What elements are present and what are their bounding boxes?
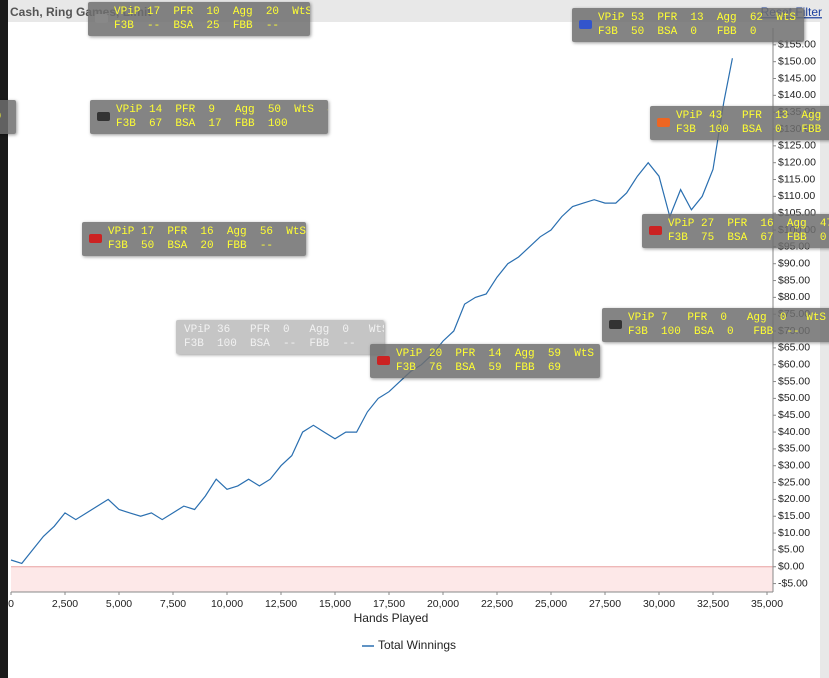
x-tick-label: 2,500 [52,598,78,610]
y-tick-label: $80.00 [778,291,810,303]
hud-panel[interactable]: 40 [0,100,16,134]
hud-stat-line: VPiP 27 PFR 16 Agg 47 W [668,218,829,230]
y-tick-label: $40.00 [778,426,810,438]
hud-stat-line: VPiP 7 PFR 0 Agg 0 WtS 33 [628,312,827,324]
y-tick-label: $150.00 [778,55,816,67]
hud-icon [97,112,110,121]
y-tick-label: $50.00 [778,392,810,404]
hud-stat-line: VPiP 53 PFR 13 Agg 62 WtS 14 [598,12,804,24]
y-tick-label: $30.00 [778,460,810,472]
hud-panel[interactable]: VPiP 7 PFR 0 Agg 0 WtS 33 F3B 100 BSA 0 F… [602,308,829,342]
hud-icon [649,226,662,235]
x-tick-label: 35,000 [751,598,783,610]
hud-stat-line: F3B 100 BSA 0 FBB -- [676,124,822,136]
x-axis-label: Hands Played [354,611,429,625]
y-tick-label: $0.00 [778,561,804,573]
hud-stat-line: F3B -- BSA 25 FBB -- [114,20,280,32]
hud-stat-line: F3B 76 BSA 59 FBB 69 [396,362,562,374]
y-tick-label: $90.00 [778,257,810,269]
window-edge [0,0,8,678]
hud-panel[interactable]: VPiP 17 PFR 10 Agg 20 WtS 0 F3B -- BSA 25… [88,2,310,36]
hud-stat-line: F3B 50 BSA 0 FBB 0 [598,26,757,38]
x-tick-label: 0 [8,598,14,610]
y-tick-label: $55.00 [778,375,810,387]
y-tick-label: $45.00 [778,409,810,421]
y-tick-label: $60.00 [778,358,810,370]
y-tick-label: $125.00 [778,140,816,152]
hud-stat-line: VPiP 14 PFR 9 Agg 50 WtS 43 [116,104,328,116]
x-tick-label: 17,500 [373,598,405,610]
hud-panel[interactable]: VPiP 17 PFR 16 Agg 56 WtS 0 F3B 50 BSA 20… [82,222,306,256]
x-tick-label: 27,500 [589,598,621,610]
hud-stat-line: F3B 75 BSA 67 FBB 0 [668,232,827,244]
hud-panel[interactable]: VPiP 20 PFR 14 Agg 59 WtS 26 F3B 76 BSA 5… [370,344,600,378]
x-tick-label: 12,500 [265,598,297,610]
x-tick-label: 25,000 [535,598,567,610]
hud-stat-line: F3B 100 BSA -- FBB -- [184,338,356,350]
hud-panel[interactable]: VPiP 53 PFR 13 Agg 62 WtS 14 F3B 50 BSA 0… [572,8,804,42]
y-tick-label: $25.00 [778,476,810,488]
x-tick-label: 10,000 [211,598,243,610]
y-tick-label: $35.00 [778,443,810,455]
hud-stat-line: F3B 67 BSA 17 FBB 100 [116,118,288,130]
y-tick-label: -$5.00 [778,577,808,589]
y-tick-label: $110.00 [778,190,815,202]
y-tick-label: $10.00 [778,527,810,539]
y-tick-label: $15.00 [778,510,810,522]
hud-panel[interactable]: VPiP 36 PFR 0 Agg 0 WtS 0 F3B 100 BSA -- … [176,320,384,354]
x-tick-label: 30,000 [643,598,675,610]
hud-icon [579,20,592,29]
line-series [10,58,733,565]
hud-stat-line: VPiP 17 PFR 16 Agg 56 WtS 0 [108,226,306,238]
y-tick-label: $20.00 [778,493,810,505]
y-tick-label: $85.00 [778,274,810,286]
legend-label: Total Winnings [378,638,456,652]
hud-panel[interactable]: VPiP 27 PFR 16 Agg 47 W F3B 75 BSA 67 FBB… [642,214,829,248]
hud-stat-line: VPiP 36 PFR 0 Agg 0 WtS 0 [184,324,384,336]
hud-stat-line: VPiP 17 PFR 10 Agg 20 WtS 0 [114,6,310,18]
hud-icon [95,14,108,23]
x-tick-label: 32,500 [697,598,729,610]
hud-stat-line: 40 [0,110,8,124]
hud-panel[interactable]: VPiP 43 PFR 13 Agg 46 F3B 100 BSA 0 FBB -… [650,106,829,140]
x-tick-label: 22,500 [481,598,513,610]
y-tick-label: $115.00 [778,173,815,185]
hud-icon [89,234,102,243]
hud-stat-line: VPiP 20 PFR 14 Agg 59 WtS 26 [396,348,600,360]
x-tick-label: 20,000 [427,598,459,610]
hud-panel[interactable]: VPiP 14 PFR 9 Agg 50 WtS 43 F3B 67 BSA 17… [90,100,328,134]
y-tick-label: $5.00 [778,544,804,556]
y-tick-label: $65.00 [778,342,810,354]
hud-stat-line: F3B 50 BSA 20 FBB -- [108,240,274,252]
hud-stat-line: VPiP 43 PFR 13 Agg 46 [676,110,822,122]
hud-icon [377,356,390,365]
x-tick-label: 15,000 [319,598,351,610]
x-tick-label: 5,000 [106,598,132,610]
hud-icon [609,320,622,329]
x-tick-label: 7,500 [160,598,186,610]
hud-icon [657,118,670,127]
negative-zone [11,566,773,592]
hud-stat-line: F3B 100 BSA 0 FBB -- [628,326,800,338]
y-tick-label: $120.00 [778,156,816,168]
y-tick-label: $140.00 [778,89,816,101]
y-tick-label: $145.00 [778,72,816,84]
